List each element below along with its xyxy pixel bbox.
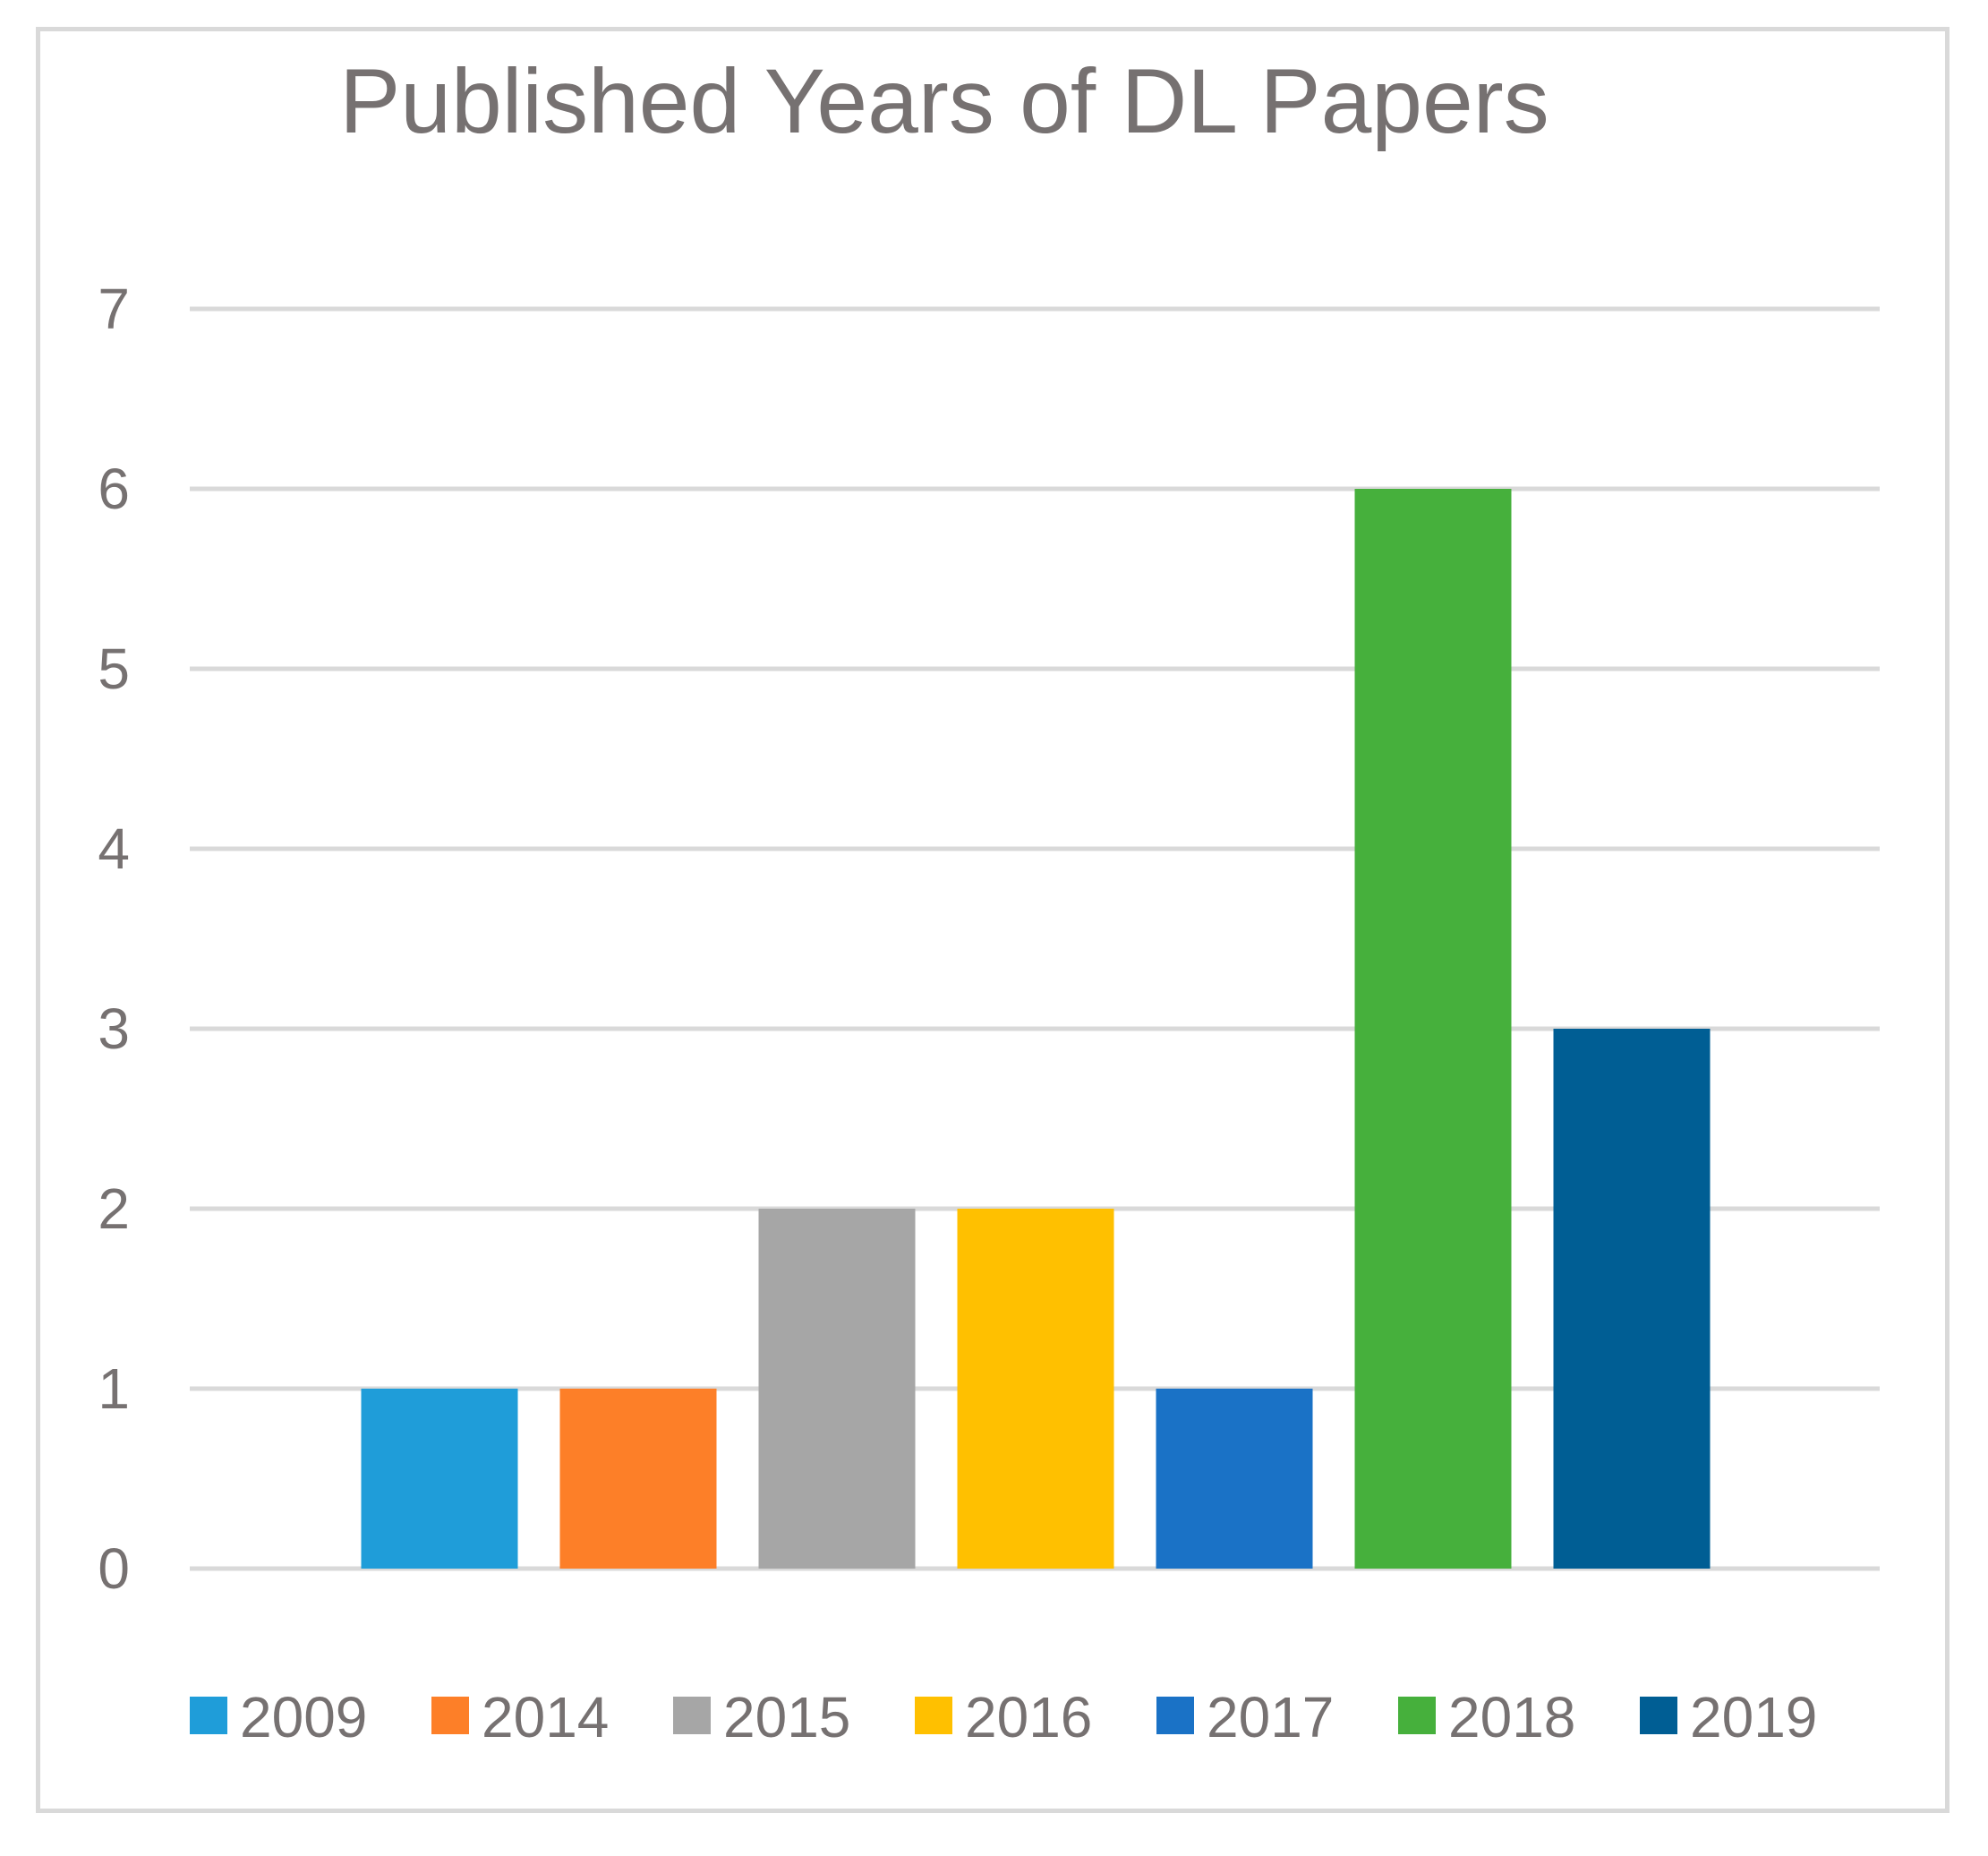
bar-2014 (559, 1389, 717, 1569)
legend-swatch-2015 (673, 1697, 711, 1734)
legend-swatch-2018 (1398, 1697, 1436, 1734)
bar-2018 (1354, 489, 1512, 1569)
y-tick-label-5: 5 (98, 637, 130, 701)
legend-label-2019: 2019 (1690, 1685, 1817, 1749)
bar-2016 (957, 1209, 1114, 1569)
y-tick-label-0: 0 (98, 1536, 130, 1601)
chart-title: Published Years of DL Papers (339, 50, 1549, 152)
y-tick-label-3: 3 (98, 996, 130, 1061)
legend-label-2017: 2017 (1207, 1685, 1334, 1749)
legend-label-2018: 2018 (1448, 1685, 1575, 1749)
y-tick-label-6: 6 (98, 457, 130, 521)
legend-swatch-2016 (915, 1697, 952, 1734)
bar-2015 (758, 1209, 916, 1569)
legend: 2009 2014 2015 2016 2017 2018 2019 (190, 1685, 1817, 1749)
legend-label-2015: 2015 (723, 1685, 850, 1749)
legend-label-2014: 2014 (482, 1685, 609, 1749)
legend-swatch-2009 (190, 1697, 227, 1734)
bar-2019 (1553, 1029, 1711, 1569)
legend-label-2016: 2016 (965, 1685, 1092, 1749)
y-tick-label-2: 2 (98, 1176, 130, 1241)
legend-swatch-2019 (1640, 1697, 1677, 1734)
y-axis-tick-labels: 0 1 2 3 4 5 6 7 (98, 277, 130, 1601)
bars (361, 489, 1711, 1569)
legend-label-2009: 2009 (240, 1685, 367, 1749)
y-tick-label-7: 7 (98, 277, 130, 341)
bar-2017 (1156, 1389, 1313, 1569)
y-tick-label-1: 1 (98, 1356, 130, 1421)
y-tick-label-4: 4 (98, 817, 130, 881)
legend-swatch-2017 (1156, 1697, 1194, 1734)
bar-2009 (361, 1389, 518, 1569)
legend-swatch-2014 (431, 1697, 469, 1734)
